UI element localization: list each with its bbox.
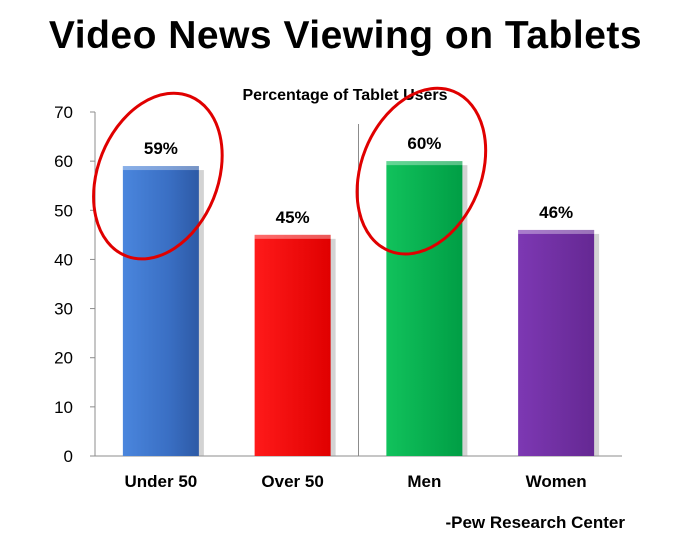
labels: 59% Under 50 45% Over 50 60% Men 46% Women: [92, 86, 587, 491]
x-tick-label: Women: [526, 472, 587, 491]
chart-title: Video News Viewing on Tablets: [48, 14, 643, 57]
y-tick-label: 70: [54, 103, 73, 122]
bar-women: [518, 229, 595, 456]
x-tick-label: Under 50: [125, 472, 198, 491]
value-label: 46%: [539, 203, 573, 222]
y-tick-label: 0: [64, 447, 73, 466]
y-tick-label: 30: [54, 300, 73, 319]
highlight-circle: [355, 86, 488, 256]
value-label: 45%: [276, 208, 310, 227]
y-tick-label: 40: [54, 250, 73, 269]
y-tick-label: 10: [54, 398, 73, 417]
axes: 0 10 20 30 40 50 60 70: [54, 103, 622, 466]
x-tick-label: Over 50: [261, 472, 323, 491]
bar-top-highlight: [122, 166, 199, 171]
value-label: 60%: [407, 134, 441, 153]
bar-top-highlight: [386, 161, 463, 166]
value-label: 59%: [144, 139, 178, 158]
y-tick-label: 20: [54, 349, 73, 368]
bar-men: [386, 161, 463, 456]
y-tick-label: 60: [54, 152, 73, 171]
x-tick-label: Men: [407, 472, 441, 491]
bar-under-50: [122, 166, 199, 457]
source-note: -Pew Research Center: [445, 513, 625, 532]
bar-top-highlight: [254, 234, 331, 239]
bar-top-highlight: [518, 229, 595, 234]
chart-subtitle: Percentage of Tablet Users: [242, 87, 447, 104]
highlight-circle: [92, 91, 224, 261]
bar-over-50: [254, 234, 331, 456]
bars: [122, 161, 600, 457]
y-tick-label: 50: [54, 201, 73, 220]
